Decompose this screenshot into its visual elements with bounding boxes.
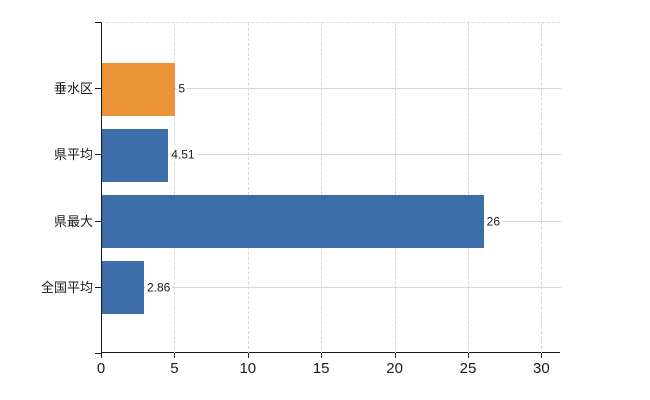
- x-tick-label: 0: [96, 360, 106, 377]
- h-gridline: [102, 154, 561, 156]
- bar-垂水区: [102, 62, 176, 116]
- x-axis-tick: [394, 353, 396, 358]
- x-tick-label: 20: [386, 360, 403, 377]
- y-axis-tick: [95, 220, 101, 222]
- bar-value-label: 26: [484, 214, 503, 229]
- x-tick-label: 25: [459, 360, 477, 377]
- y-axis-tick: [95, 353, 101, 354]
- bar-value-label: 2.86: [144, 280, 173, 295]
- x-axis-tick: [541, 353, 543, 358]
- x-tick-label: 10: [239, 360, 257, 377]
- h-gridline: [102, 88, 561, 90]
- category-label: 県最大: [53, 213, 93, 229]
- y-axis-tick: [95, 88, 101, 90]
- y-axis-tick: [95, 286, 101, 288]
- x-tick-label: 15: [312, 360, 330, 377]
- v-gridline: [468, 23, 469, 354]
- category-label: 県平均: [53, 147, 93, 163]
- x-axis-tick: [174, 353, 176, 358]
- h-gridline: [102, 286, 561, 288]
- bar-全国平均: [102, 261, 144, 315]
- x-tick-label: 30: [533, 360, 550, 377]
- x-axis-tick: [247, 353, 249, 358]
- x-axis-tick: [101, 353, 102, 358]
- category-label: 全国平均: [40, 279, 93, 295]
- v-gridline: [541, 23, 543, 354]
- bar-value-label: 4.51: [169, 147, 197, 162]
- y-axis-tick: [95, 154, 101, 156]
- x-axis-tick: [468, 353, 469, 358]
- x-axis-tick: [321, 353, 323, 358]
- bar-value-label: 5: [176, 81, 188, 96]
- v-gridline: [394, 23, 396, 354]
- bar-県平均: [102, 128, 169, 182]
- v-gridline: [247, 23, 249, 354]
- v-gridline: [174, 23, 176, 354]
- category-label: 垂水区: [53, 81, 93, 97]
- plot-area: [101, 22, 561, 354]
- bar-県最大: [102, 195, 484, 249]
- v-gridline: [321, 23, 323, 354]
- y-axis-tick: [95, 22, 101, 23]
- x-tick-label: 5: [170, 360, 179, 377]
